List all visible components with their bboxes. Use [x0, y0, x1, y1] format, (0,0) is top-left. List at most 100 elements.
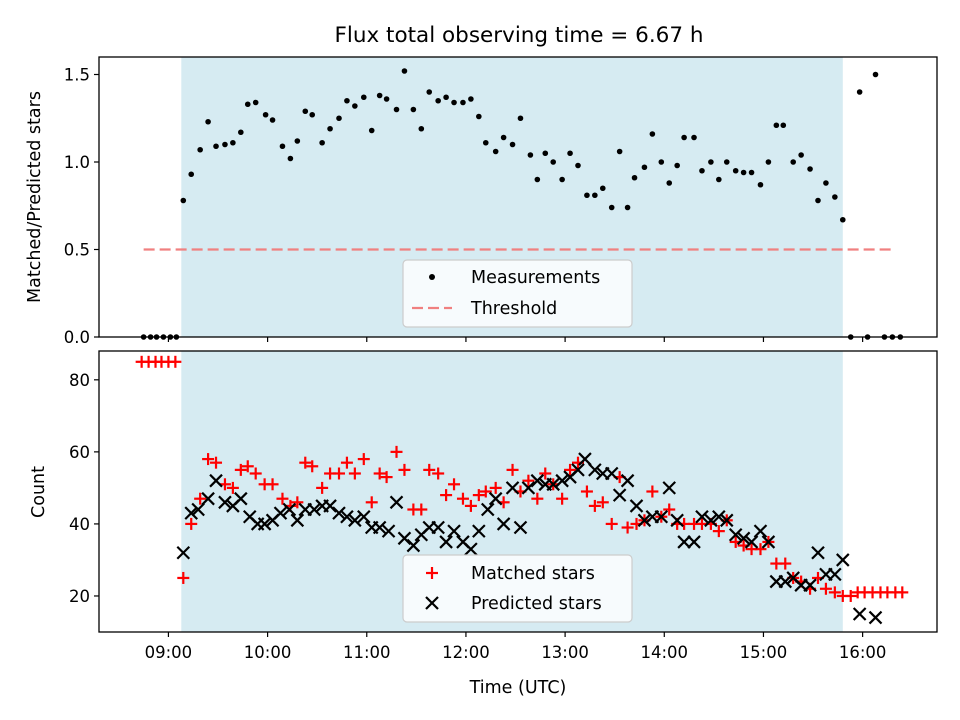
- measurement-point: [509, 141, 516, 148]
- measurement-point: [269, 117, 276, 123]
- predicted-star-point: [389, 495, 404, 510]
- matched-star-point: [844, 589, 857, 602]
- predicted-star-point: [670, 513, 684, 528]
- measurement-point: [492, 148, 499, 155]
- measurement-point: [616, 148, 623, 155]
- matched-star-point: [398, 463, 411, 476]
- matched-star-point: [440, 489, 453, 502]
- predicted-star-point: [753, 524, 768, 538]
- predicted-star-point: [176, 545, 191, 560]
- measurement-point: [765, 159, 772, 165]
- measurement-point: [732, 167, 739, 174]
- measurement-point: [352, 103, 358, 109]
- predicted-star-point: [695, 509, 709, 524]
- legend-label-threshold: Threshold: [470, 299, 557, 319]
- measurement-point: [872, 71, 879, 78]
- measurement-point: [476, 113, 482, 120]
- measurement-point: [327, 125, 333, 132]
- matched-star-point: [539, 467, 552, 480]
- measurement-point: [839, 216, 846, 223]
- predicted-star-point: [372, 520, 387, 535]
- predicted-star-point: [209, 473, 223, 488]
- matched-star-point: [663, 503, 676, 516]
- predicted-star-point: [612, 488, 627, 502]
- predicted-star-point: [505, 481, 520, 495]
- matched-star-point: [580, 485, 593, 498]
- predicted-star-point: [578, 452, 592, 466]
- matched-star-point: [646, 485, 659, 498]
- bottom-y-axis-label: Count: [29, 466, 49, 518]
- measurement-point: [666, 180, 673, 186]
- measurement-point: [740, 169, 747, 176]
- predicted-star-point: [234, 491, 248, 506]
- predicted-star-point: [472, 524, 486, 538]
- matched-star-point: [472, 489, 485, 502]
- predicted-star-point: [290, 513, 305, 528]
- matched-star-point: [380, 471, 393, 484]
- count-panel: 09:00 10:00 11:00 12:00 13:00 14:00 15:00 16:00…: [29, 350, 938, 698]
- matched-star-point: [306, 460, 319, 473]
- predicted-star-point: [357, 509, 371, 524]
- measurement-point: [773, 122, 780, 129]
- predicted-star-point: [218, 495, 232, 510]
- predicted-star-point: [496, 517, 511, 531]
- matched-star-point: [754, 543, 767, 556]
- matched-star-point: [448, 478, 461, 491]
- matched-star-point: [234, 463, 247, 476]
- y-tick-label: 0.5: [64, 241, 90, 260]
- matched-star-point: [357, 453, 370, 466]
- predicted-star-point: [201, 491, 215, 506]
- measurement-point: [527, 152, 534, 158]
- measurement-points: [140, 68, 904, 340]
- y-tick-label: 1.5: [64, 66, 90, 85]
- bottom-legend-box: [402, 554, 633, 623]
- bottom-axes-frame: [98, 350, 938, 633]
- matched-star-point: [332, 467, 345, 480]
- predicted-star-point: [654, 509, 669, 524]
- measurement-point: [213, 143, 219, 150]
- matched-star-point: [896, 586, 909, 599]
- matched-star-point: [348, 467, 361, 480]
- predicted-star-point: [332, 506, 346, 520]
- y-tick-label: 1.0: [64, 153, 90, 172]
- bottom-y-ticks: 20 40 60 80: [69, 371, 99, 606]
- matched-star-point: [531, 492, 544, 505]
- measurement-point: [279, 143, 286, 150]
- matched-star-point: [202, 453, 215, 466]
- measurement-point: [443, 94, 449, 101]
- measurement-point: [482, 139, 489, 146]
- measurement-point: [435, 97, 441, 104]
- matched-star-point: [340, 456, 353, 469]
- measurement-point: [319, 139, 325, 146]
- measurement-point: [500, 134, 507, 141]
- measurement-point: [757, 181, 764, 188]
- matched-star-point: [588, 499, 601, 512]
- matched-star-point: [249, 467, 262, 480]
- predicted-star-point: [323, 499, 337, 513]
- top-legend-box: [402, 259, 633, 328]
- measurement-point: [608, 204, 615, 211]
- measurement-point: [716, 176, 722, 183]
- measurement-point: [723, 159, 730, 165]
- measurement-point: [426, 89, 433, 95]
- predicted-star-point: [836, 553, 850, 567]
- measurement-point: [856, 89, 863, 95]
- bottom-x-ticks: 09:00 10:00 11:00 12:00 13:00 14:00 15:00 16:00: [145, 632, 887, 662]
- measurement-point: [567, 150, 573, 157]
- legend-x-marker: [425, 596, 439, 610]
- ratio-panel: 0.0 0.5 1.0 1.5 Matched/Predicted stars Mea…: [25, 56, 938, 347]
- predicted-star-point: [761, 535, 776, 549]
- predicted-star-point: [588, 463, 602, 477]
- predicted-star-point: [480, 502, 495, 517]
- matched-star-point: [177, 571, 190, 584]
- matched-star-point: [185, 517, 198, 530]
- predicted-star-point: [431, 520, 445, 535]
- measurement-point: [708, 159, 714, 165]
- matched-star-point: [605, 517, 618, 530]
- x-tick-label: 16:00: [839, 643, 887, 662]
- measurement-point: [287, 155, 294, 162]
- measurement-point: [302, 108, 309, 115]
- measurement-point: [815, 197, 821, 204]
- predicted-star-point: [348, 513, 362, 528]
- x-tick-label: 13:00: [541, 643, 589, 662]
